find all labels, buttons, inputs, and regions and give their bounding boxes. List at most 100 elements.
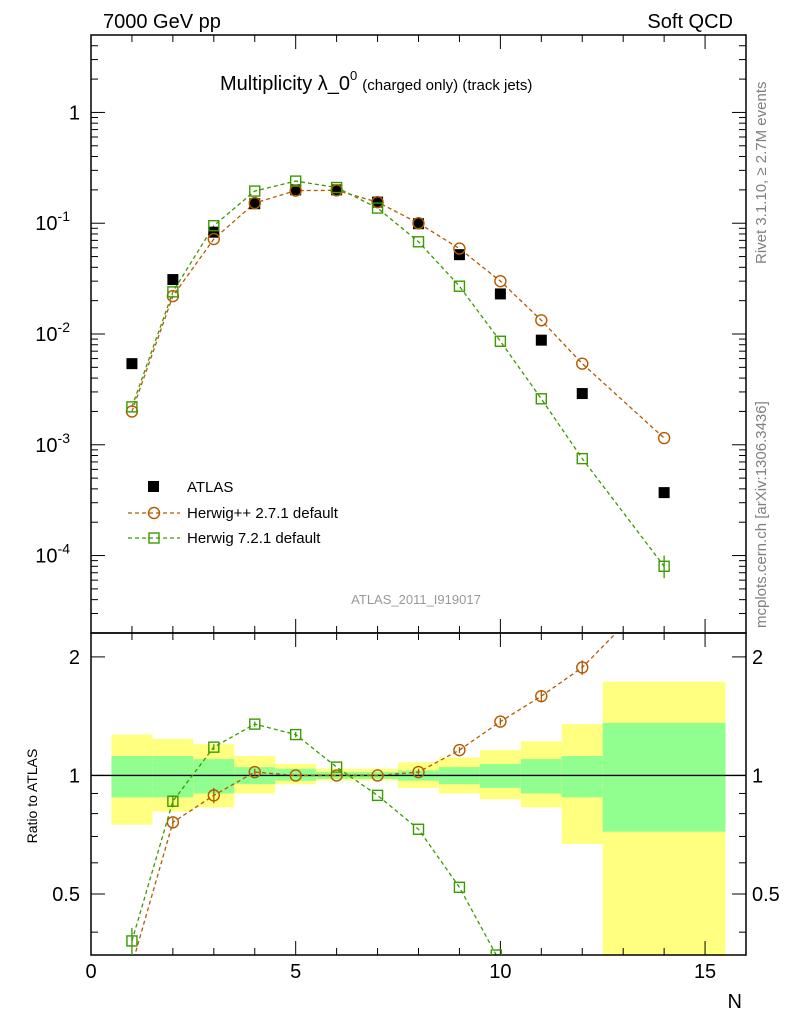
main-y-tick-exponent: -1: [58, 208, 71, 224]
ratio-point-herwig-7-2-1-default: [126, 935, 138, 947]
main-y-tick-mantissa: 10: [35, 324, 57, 346]
legend-label-atlas: ATLAS: [187, 479, 233, 496]
data-point-herwig-2-7-1-default: [371, 195, 384, 209]
data-point-atlas: [208, 226, 220, 238]
ratio-point-herwig-7-2-1-default: [289, 728, 302, 741]
main-y-tick-mantissa: 10: [35, 546, 57, 568]
data-point-herwig-7-2-1-default: [249, 185, 261, 197]
series-line-herwig-7-2-1-default: [131, 180, 665, 567]
legend-label-herwig7: Herwig 7.2.1 default: [187, 530, 321, 547]
ratio-point-herwig-7-2-1-default: [490, 949, 502, 955]
ratio-point-herwig-7-2-1-default: [371, 789, 384, 802]
chart-title-sub: (charged only) (track jets): [362, 77, 532, 94]
data-point-herwig-7-2-1-default: [289, 175, 302, 187]
main-y-tick-label: 1: [69, 102, 80, 124]
x-tick-label: 15: [694, 961, 716, 983]
main-y-tick-exponent: -4: [58, 541, 71, 557]
stat-uncertainty-band: [111, 756, 153, 798]
header-right: Soft QCD: [647, 11, 733, 33]
legend-marker-herwig7: [148, 532, 160, 544]
ratio-point-herwig-7-2-1-default: [249, 718, 261, 730]
ratio-point-herwig-2-7-1-default: [453, 743, 466, 757]
data-point-herwig-7-2-1-default: [494, 335, 507, 347]
data-point-atlas: [494, 288, 506, 300]
stat-uncertainty-band: [602, 722, 726, 832]
data-point-atlas: [126, 358, 138, 370]
main-y-tick-exponent: -3: [58, 430, 71, 446]
data-point-herwig-2-7-1-default: [535, 314, 548, 327]
data-point-herwig-2-7-1-default: [289, 184, 302, 197]
data-point-herwig-7-2-1-default: [535, 393, 548, 405]
stat-uncertainty-band: [561, 756, 603, 798]
ratio-line-herwig-7-2-1-default: [131, 723, 497, 955]
ratio-point-herwig-2-7-1-default: [412, 765, 425, 779]
main-y-tick-label: 10-3: [35, 430, 70, 457]
data-point-herwig-2-7-1-default: [494, 274, 507, 288]
stat-uncertainty-band: [152, 756, 194, 798]
ratio-y-tick-label-left: 0.5: [52, 884, 80, 906]
data-point-herwig-2-7-1-default: [412, 217, 425, 230]
ratio-point-herwig-2-7-1-default: [207, 789, 221, 802]
ratio-point-herwig-2-7-1-default: [248, 765, 261, 779]
ratio-y-tick-label-right: 2: [752, 647, 763, 669]
main-y-tick-label: 10-4: [35, 541, 70, 568]
data-point-atlas: [249, 198, 261, 210]
ratio-panel-frame: [90, 632, 747, 956]
data-point-herwig-7-2-1-default: [330, 181, 343, 194]
ratio-point-herwig-7-2-1-default: [330, 761, 343, 773]
legend-marker-atlas: [148, 481, 159, 492]
axis-ticks: [90, 34, 746, 955]
ratio-panel-marks: [126, 660, 589, 955]
data-point-herwig-2-7-1-default: [576, 357, 589, 370]
side-label-top: Rivet 3.1.10, ≥ 2.7M events: [753, 82, 770, 265]
ratio-point-herwig-7-2-1-default: [453, 881, 466, 893]
chart-title: Multiplicity λ_00 (charged only) (track j…: [220, 68, 532, 95]
main-panel-marks: [125, 175, 671, 579]
ratio-y-tick-label-right: 1: [752, 765, 763, 787]
analysis-id: ATLAS_2011_I919017: [351, 592, 481, 607]
main-y-tick-mantissa: 10: [35, 435, 57, 457]
main-y-tick-mantissa: 1: [69, 102, 80, 124]
data-point-herwig-7-2-1-default: [126, 401, 138, 413]
x-axis-label: N: [728, 991, 742, 1013]
ratio-uncertainty-bands: [111, 681, 726, 955]
data-point-herwig-7-2-1-default: [453, 280, 466, 292]
data-point-herwig-2-7-1-default: [657, 431, 671, 445]
data-point-atlas: [167, 274, 179, 286]
data-point-atlas: [535, 334, 547, 346]
stat-uncertainty-band: [275, 768, 317, 781]
chart-title-main: Multiplicity λ_0: [220, 73, 350, 95]
data-point-atlas: [372, 196, 384, 208]
main-y-tick-label: 10-2: [35, 319, 70, 346]
data-point-herwig-7-2-1-default: [208, 219, 220, 232]
ratio-point-herwig-2-7-1-default: [166, 816, 180, 829]
legend-marker-herwigpp: [147, 506, 161, 520]
data-point-herwig-7-2-1-default: [412, 236, 425, 248]
stat-uncertainty-band: [520, 759, 562, 794]
data-point-atlas: [290, 184, 302, 196]
data-point-atlas: [658, 487, 670, 499]
x-tick-label: 10: [489, 961, 511, 983]
data-point-herwig-7-2-1-default: [167, 286, 179, 298]
ratio-point-herwig-2-7-1-default: [576, 661, 589, 674]
main-y-tick-label: 10-1: [35, 208, 70, 235]
x-tick-label: 0: [85, 961, 96, 983]
ratio-y-tick-label-right: 0.5: [752, 884, 780, 906]
main-y-tick-exponent: -2: [58, 319, 71, 335]
header-left: 7000 GeV pp: [103, 11, 221, 33]
data-point-herwig-2-7-1-default: [453, 242, 466, 255]
ratio-point-herwig-2-7-1-default: [330, 769, 343, 782]
data-point-atlas: [576, 388, 588, 400]
data-point-herwig-2-7-1-default: [248, 196, 261, 210]
data-point-herwig-2-7-1-default: [207, 232, 221, 246]
ratio-point-herwig-2-7-1-default: [535, 689, 548, 703]
main-y-tick-mantissa: 10: [35, 213, 57, 235]
ratio-y-tick-label-left: 1: [69, 765, 80, 787]
ratio-point-herwig-2-7-1-default: [494, 715, 507, 728]
data-point-herwig-7-2-1-default: [576, 452, 588, 465]
ratio-y-axis-label: Ratio to ATLAS: [24, 749, 40, 844]
legend-label-herwigpp: Herwig++ 2.7.1 default: [187, 505, 339, 522]
